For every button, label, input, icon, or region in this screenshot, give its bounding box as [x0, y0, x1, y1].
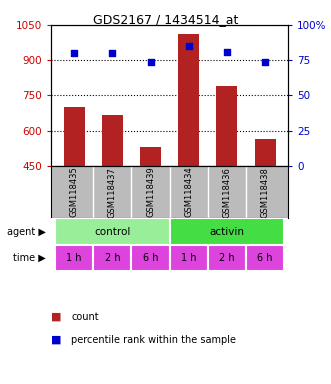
Bar [93, 245, 131, 271]
Text: GSM118438: GSM118438 [260, 167, 269, 217]
Text: GSM118434: GSM118434 [184, 167, 193, 217]
Bar [216, 86, 237, 166]
Point [110, 50, 115, 56]
Point [224, 49, 229, 55]
Text: GSM118436: GSM118436 [222, 167, 231, 217]
Text: ■: ■ [51, 335, 62, 345]
Text: GSM118435: GSM118435 [70, 167, 79, 217]
Text: 6 h: 6 h [143, 253, 158, 263]
Text: time ▶: time ▶ [13, 253, 46, 263]
Bar [246, 245, 284, 271]
Text: count: count [71, 312, 99, 322]
Text: ■: ■ [51, 312, 62, 322]
Text: GDS2167 / 1434514_at: GDS2167 / 1434514_at [93, 13, 238, 26]
Text: agent ▶: agent ▶ [7, 227, 46, 237]
Bar [140, 147, 161, 166]
Text: 1 h: 1 h [67, 253, 82, 263]
Bar [169, 245, 208, 271]
Bar [169, 218, 284, 245]
Bar [102, 115, 123, 166]
Text: 2 h: 2 h [105, 253, 120, 263]
Text: 1 h: 1 h [181, 253, 197, 263]
Text: percentile rank within the sample: percentile rank within the sample [71, 335, 236, 345]
Bar [131, 245, 169, 271]
Text: GSM118437: GSM118437 [108, 167, 117, 217]
Bar [255, 139, 276, 166]
Text: activin: activin [210, 227, 244, 237]
Text: 6 h: 6 h [257, 253, 273, 263]
Point [262, 58, 268, 65]
Bar [208, 245, 246, 271]
Point [71, 50, 77, 56]
Bar [178, 34, 199, 166]
Text: 2 h: 2 h [219, 253, 235, 263]
Bar [55, 218, 169, 245]
Bar [55, 245, 93, 271]
Bar [64, 107, 85, 166]
Point [186, 43, 191, 49]
Text: GSM118439: GSM118439 [146, 167, 155, 217]
Text: control: control [94, 227, 130, 237]
Point [148, 58, 153, 65]
